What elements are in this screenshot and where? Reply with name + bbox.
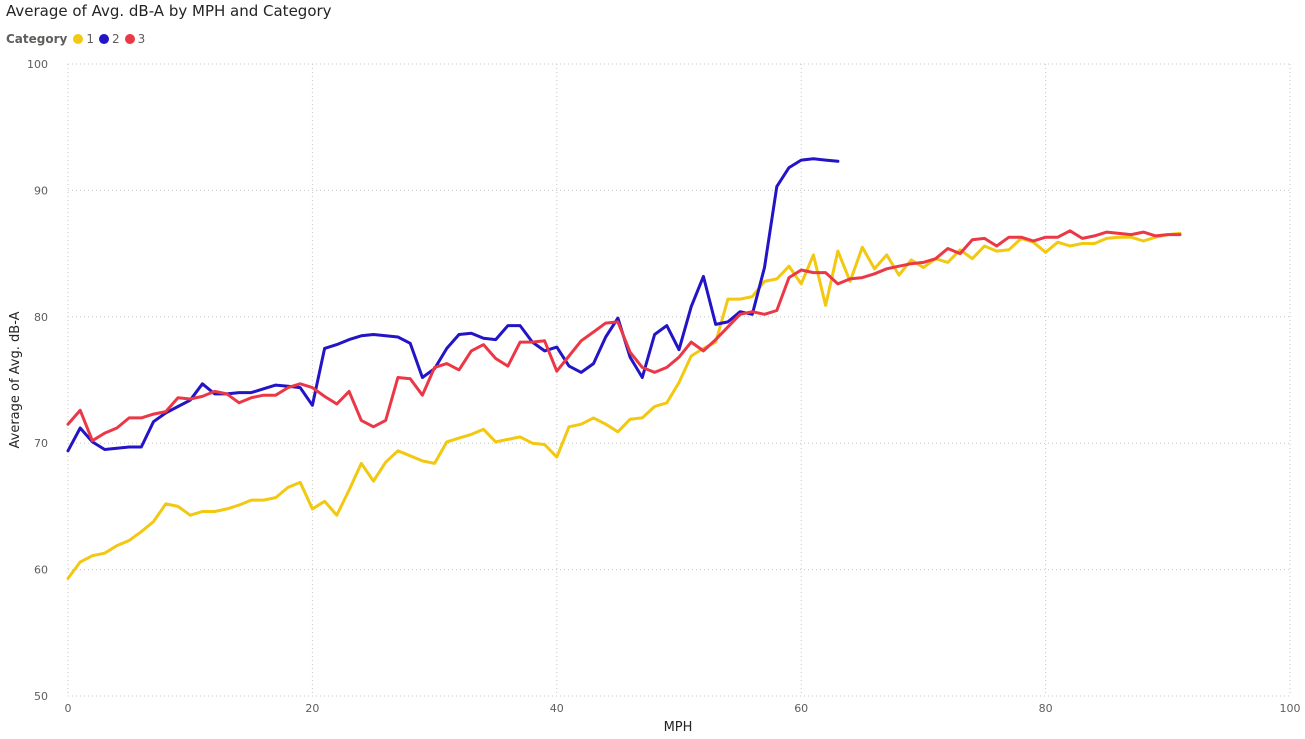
y-tick-label: 80 <box>34 311 48 324</box>
legend-swatch-2 <box>99 34 109 44</box>
series-line-3[interactable] <box>66 229 1182 443</box>
legend-label-1: 1 <box>86 32 94 46</box>
y-tick-label: 60 <box>34 564 48 577</box>
x-axis-ticks: 0 20 40 60 80 100 <box>65 702 1301 715</box>
series-lines <box>66 157 1182 580</box>
y-tick-label: 100 <box>27 58 48 71</box>
legend: Category 1 2 3 <box>6 32 150 46</box>
gridlines <box>67 63 1291 697</box>
legend-title: Category <box>6 32 68 46</box>
legend-item-2[interactable]: 2 <box>99 32 120 46</box>
legend-label-2: 2 <box>112 32 120 46</box>
series-line-2[interactable] <box>66 157 840 453</box>
y-tick-label: 70 <box>34 437 48 450</box>
legend-item-1[interactable]: 1 <box>73 32 94 46</box>
series-line-1[interactable] <box>66 231 1182 580</box>
y-tick-label: 50 <box>34 690 48 703</box>
x-tick-label: 80 <box>1039 702 1053 715</box>
legend-swatch-1 <box>73 34 84 44</box>
legend-swatch-3 <box>124 34 135 44</box>
y-tick-label: 90 <box>34 184 48 197</box>
y-axis-ticks: 50 60 70 80 90 100 <box>27 58 48 703</box>
legend-label-3: 3 <box>137 32 146 46</box>
x-tick-label: 20 <box>305 702 319 715</box>
legend-item-3[interactable]: 3 <box>124 32 146 46</box>
x-tick-label: 40 <box>550 702 564 715</box>
x-tick-label: 60 <box>794 702 808 715</box>
x-tick-label: 0 <box>65 702 72 715</box>
x-tick-label: 100 <box>1280 702 1301 715</box>
x-axis-label: MPH <box>664 720 693 735</box>
y-axis-label: Average of Avg. dB-A <box>8 311 23 448</box>
chart-title: Average of Avg. dB-A by MPH and Category <box>6 2 332 20</box>
